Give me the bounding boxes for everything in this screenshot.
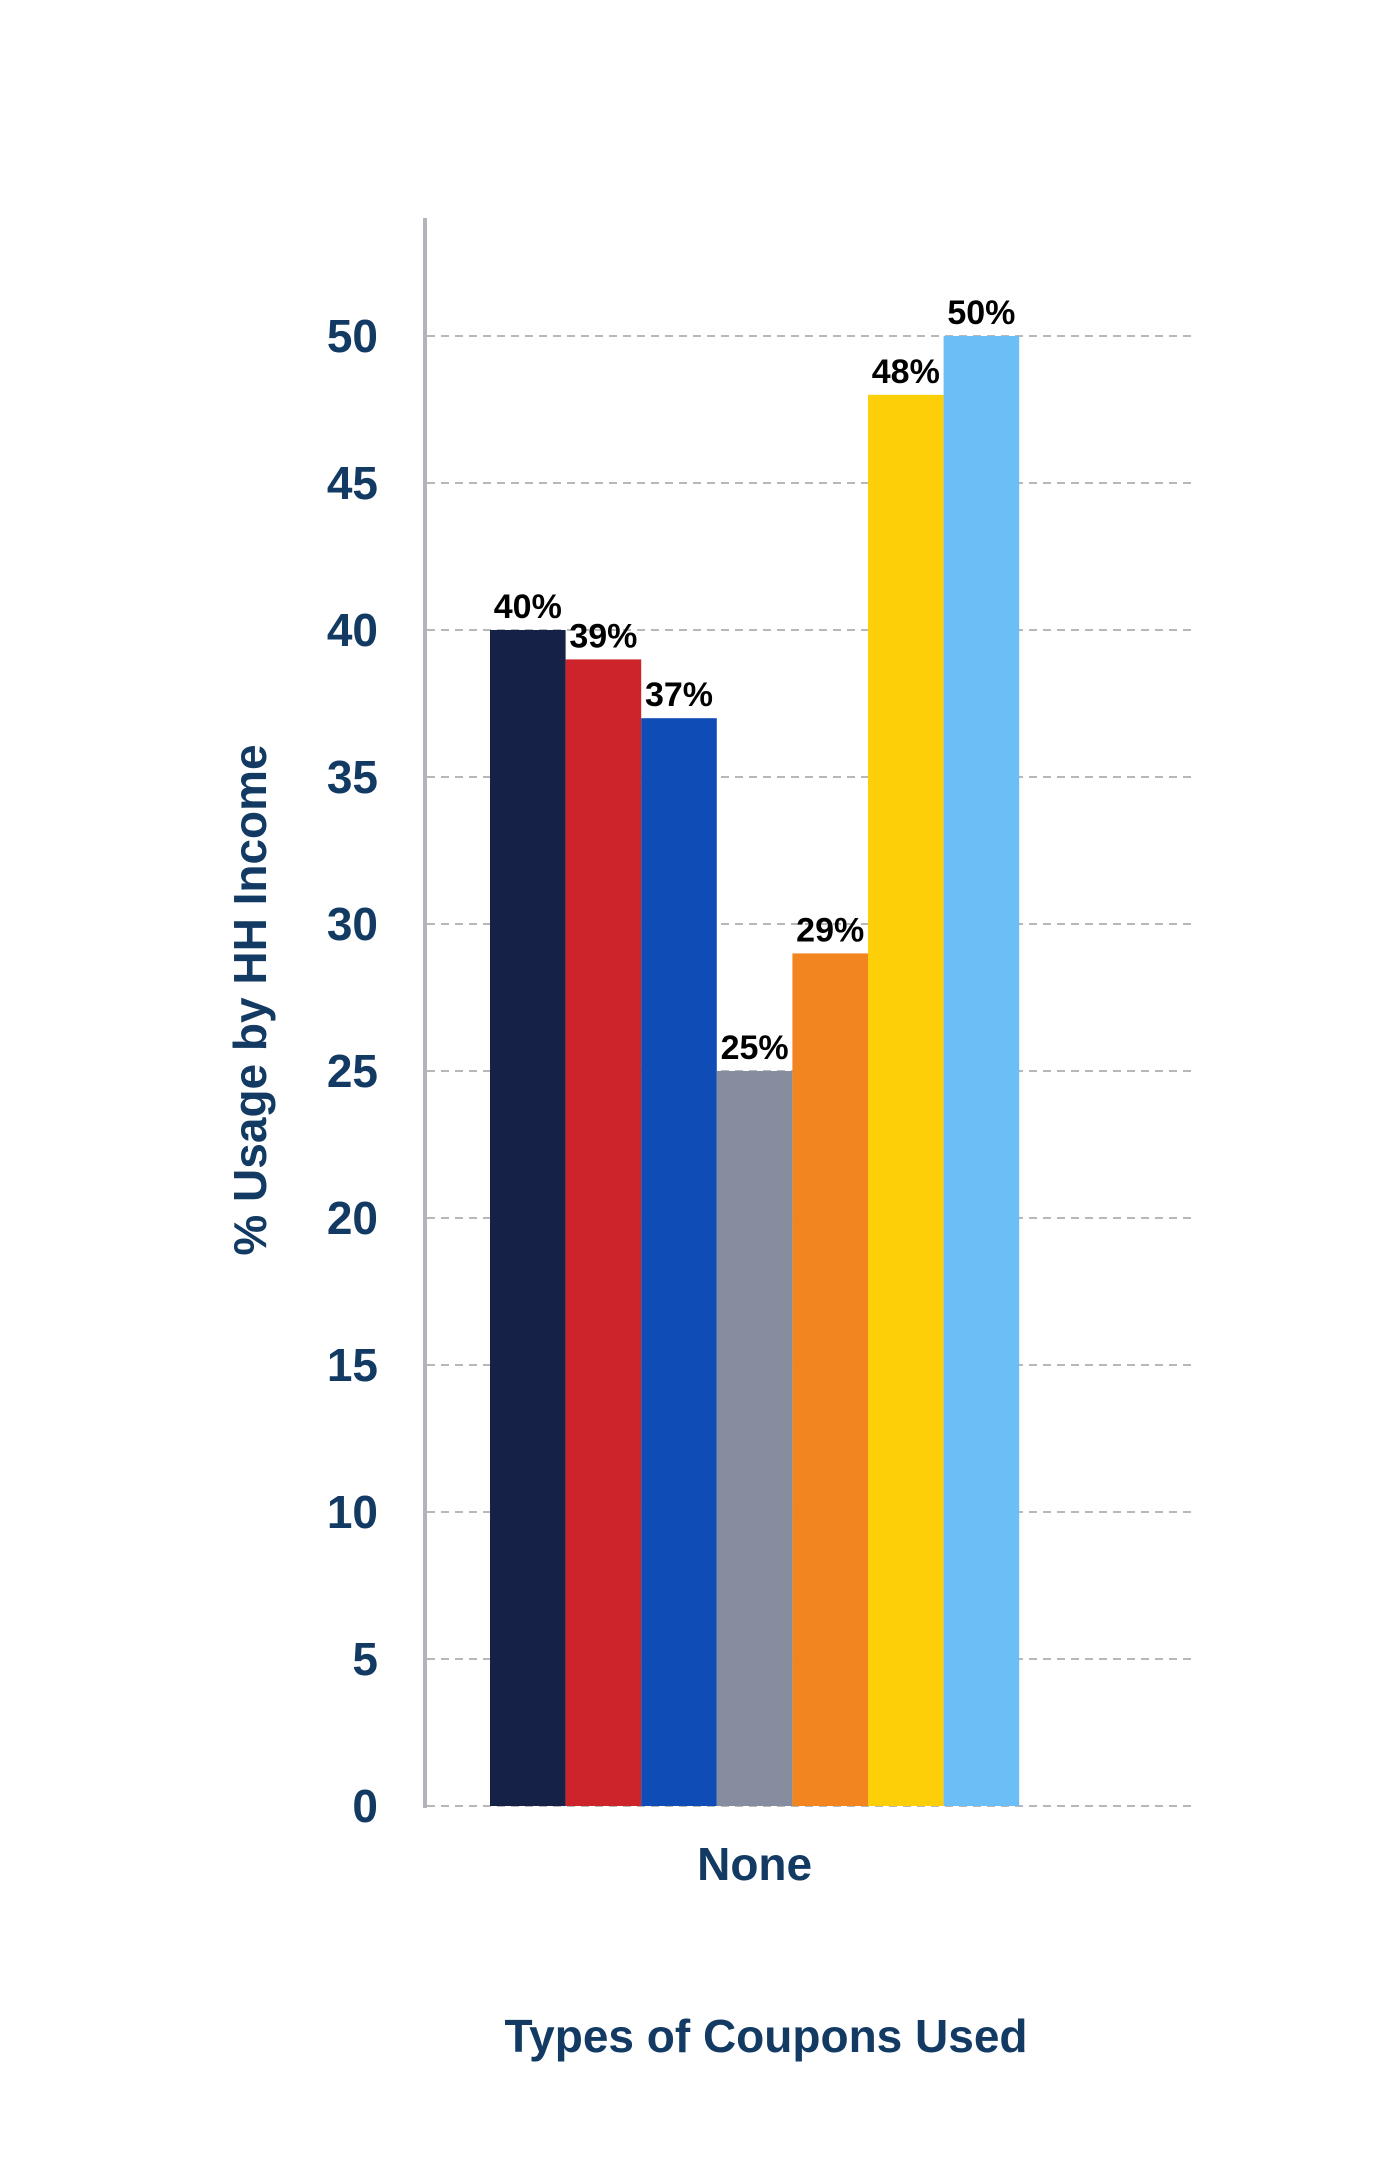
bar: [716, 1071, 793, 1806]
bar: [490, 630, 566, 1806]
data-label: 37%: [645, 676, 713, 714]
y-tick-label: 15: [327, 1339, 378, 1391]
bars: [490, 336, 1020, 1807]
y-tick-label: 35: [327, 751, 378, 803]
data-label: 25%: [721, 1029, 789, 1067]
y-tick-label: 40: [327, 604, 378, 656]
data-labels: 40%39%37% 25% 29% 48%50%: [494, 294, 1016, 1067]
data-label: 39%: [569, 617, 637, 655]
y-tick-label: 5: [352, 1633, 378, 1685]
bar: [565, 659, 642, 1806]
y-tick-label: 10: [327, 1486, 378, 1538]
y-tick-label: 0: [352, 1780, 378, 1832]
x-axis-category-labels: None: [697, 1838, 812, 1890]
bar: [792, 953, 868, 1806]
y-axis-tick-labels: 0 5 10 15 20 25 30 35 40 45 50: [327, 310, 378, 1832]
x-axis-title: Types of Coupons Used: [504, 2010, 1027, 2062]
data-label: 48%: [872, 353, 940, 391]
y-axis-title: % Usage by HH Income: [224, 744, 276, 1255]
data-label: 50%: [947, 294, 1015, 332]
x-category-label: None: [697, 1838, 812, 1890]
y-tick-label: 25: [327, 1045, 378, 1097]
y-tick-label: 30: [327, 898, 378, 950]
y-tick-label: 20: [327, 1192, 378, 1244]
bar: [868, 394, 944, 1806]
y-tick-label: 50: [327, 310, 378, 362]
y-tick-label: 45: [327, 457, 378, 509]
bar: [943, 336, 1020, 1806]
bar: [641, 718, 717, 1807]
data-label: 40%: [494, 588, 562, 626]
data-label: 29%: [796, 911, 864, 949]
